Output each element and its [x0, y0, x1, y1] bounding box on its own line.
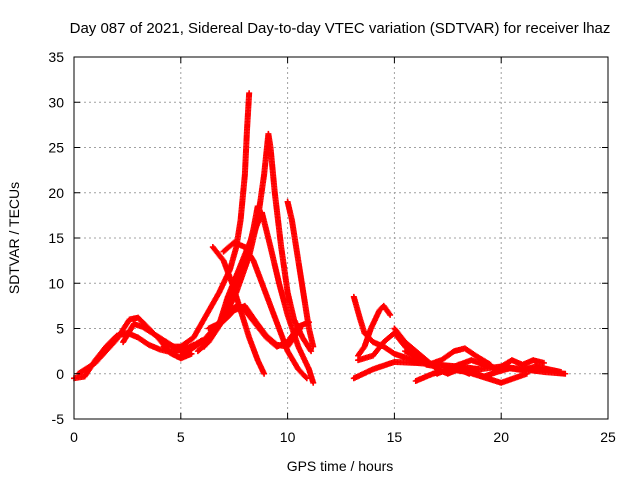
y-tick-label: 5 [56, 321, 64, 337]
data-point [261, 370, 268, 377]
series-track-20 [434, 357, 547, 377]
y-axis-label: SDTVAR / TECUs [6, 182, 22, 294]
y-tick-label: 20 [48, 185, 64, 201]
series-track-11 [284, 198, 317, 350]
data-point [387, 311, 394, 318]
data-point [562, 370, 569, 377]
chart-title: Day 087 of 2021, Sidereal Day-to-day VTE… [70, 20, 611, 37]
series-track-21 [455, 361, 565, 380]
data-point [540, 359, 547, 366]
axis-ticks: 0 5 10 15 20 25 -5 0 5 10 15 20 25 30 35 [48, 49, 616, 445]
data-point [308, 348, 315, 355]
data-point [303, 375, 310, 382]
x-tick-label: 0 [70, 429, 78, 445]
x-axis-label: GPS time / hours [287, 458, 394, 474]
y-tick-label: 25 [48, 140, 64, 156]
series-track-14 [355, 302, 394, 359]
series-track-12 [201, 203, 261, 350]
series-track-18 [402, 345, 494, 368]
data-point [558, 368, 565, 375]
x-tick-label: 10 [280, 429, 296, 445]
y-tick-label: 10 [48, 275, 64, 291]
x-tick-label: 15 [387, 429, 403, 445]
y-tick-label: 15 [48, 230, 64, 246]
data-points [71, 90, 569, 386]
x-tick-label: 20 [493, 429, 509, 445]
x-tick-label: 5 [177, 429, 185, 445]
y-tick-label: 30 [48, 94, 64, 110]
data-point [302, 374, 309, 381]
y-tick-label: 0 [56, 366, 64, 382]
data-point [310, 379, 317, 386]
data-point [201, 343, 208, 350]
data-point [246, 90, 253, 97]
x-tick-label: 25 [600, 429, 616, 445]
data-point [310, 343, 317, 350]
y-tick-label: 35 [48, 49, 64, 65]
y-tick-label: -5 [52, 411, 65, 427]
